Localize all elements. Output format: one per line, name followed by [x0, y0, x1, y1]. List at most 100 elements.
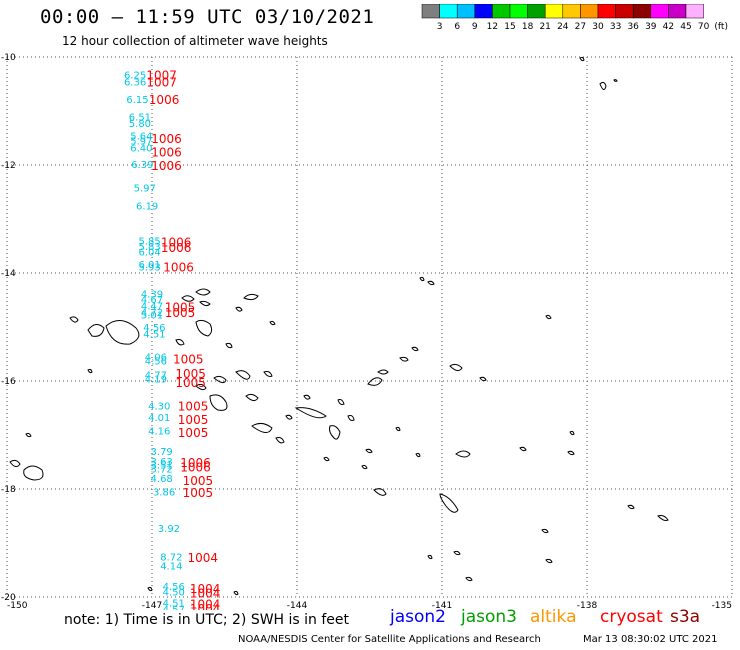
island-outline: [367, 377, 383, 386]
island-outline: [225, 342, 233, 349]
island-outline: [347, 415, 355, 421]
longitude-tick-label: -144: [287, 601, 308, 610]
pressure-observation-label: 1005: [173, 352, 204, 366]
island-outline: [449, 363, 463, 372]
island-outline: [87, 368, 93, 374]
color-scale-label: 33: [609, 22, 622, 32]
pressure-observation-label: 1004: [190, 582, 221, 596]
island-outline: [455, 450, 471, 458]
island-outline: [453, 550, 461, 556]
island-outline: [303, 394, 311, 400]
island-outline: [105, 320, 140, 345]
island-outline: [427, 280, 435, 286]
longitude-tick-label: -138: [577, 601, 598, 610]
swh-observation-label: 4.68: [151, 474, 173, 485]
swh-observation-label: 6.36: [124, 77, 146, 88]
island-outline: [613, 79, 618, 82]
pressure-observation-label: 1005: [165, 300, 196, 314]
island-outline: [175, 339, 185, 346]
pressure-observation-label: 1006: [180, 456, 211, 470]
pressure-observation-label: 1005: [165, 306, 196, 320]
swh-observation-label: 6.04: [138, 247, 160, 258]
island-outline: [285, 414, 293, 420]
latitude-tick-label: -12: [1, 161, 16, 171]
swh-observation-label: 6.15: [126, 95, 148, 106]
swh-observation-label: 4.14: [160, 562, 182, 573]
swh-observation-label: 4.56: [145, 356, 167, 367]
island-outline: [411, 346, 419, 352]
swh-observation-label: 6.25: [124, 70, 146, 81]
island-outline: [395, 426, 401, 432]
island-outline: [87, 324, 105, 337]
island-outline: [235, 370, 251, 380]
swh-observation-label: 5.01: [141, 311, 163, 322]
color-scale-label: 12: [486, 22, 499, 32]
swh-observation-label: 5.83: [138, 242, 160, 253]
island-outline: [439, 493, 459, 513]
swh-observation-label: 5.85: [138, 237, 160, 248]
swh-observation-label: 4.51: [143, 329, 165, 340]
pressure-observation-label: 1006: [161, 236, 192, 250]
satellite-legend-altika: altika: [530, 607, 577, 627]
color-scale-label: 21: [539, 22, 551, 32]
island-outline: [195, 288, 211, 296]
island-outline: [251, 422, 273, 433]
pressure-observation-label: 1005: [178, 426, 209, 440]
island-outline: [233, 590, 239, 596]
color-scale-label: 27: [574, 22, 587, 32]
pressure-observation-label: 1004: [190, 602, 221, 610]
island-outline: [541, 528, 549, 534]
satellite-legend-s3a: s3a: [670, 607, 701, 627]
island-outline: [147, 586, 153, 592]
swh-observation-label: 4.06: [145, 353, 167, 364]
island-outline: [599, 81, 607, 90]
island-outline: [337, 399, 345, 405]
pressure-observation-label: 1006: [151, 159, 182, 173]
island-outline: [377, 369, 389, 375]
swh-observation-label: 4.51: [163, 598, 185, 609]
island-outline: [235, 306, 243, 312]
swh-observation-label: 8.72: [160, 553, 182, 564]
color-scale-bar: [421, 4, 704, 19]
swh-observation-label: 4.77: [145, 371, 167, 382]
island-outline: [181, 295, 195, 302]
island-outline: [209, 394, 228, 411]
color-scale-label: 39: [645, 22, 657, 32]
island-outline: [23, 465, 44, 481]
swh-observation-label: 3.51: [151, 461, 173, 472]
pressure-observation-label: 1004: [190, 587, 221, 601]
island-outline: [25, 432, 32, 438]
swh-observation-label: 4.30: [148, 401, 170, 412]
island-outline: [427, 554, 433, 560]
island-outline: [419, 276, 425, 282]
swh-observation-label: 5.64: [130, 131, 152, 142]
swh-observation-label: 5.97: [134, 184, 156, 195]
island-outline: [567, 450, 575, 456]
pressure-observation-label: 1006: [151, 132, 182, 146]
swh-observation-label: 4.57: [163, 605, 185, 610]
island-outline: [465, 576, 473, 582]
pressure-labels: 1007100710061006100610061006100610061005…: [146, 68, 220, 610]
color-scale-label: 3: [436, 22, 443, 32]
pressure-observation-label: 1006: [180, 460, 211, 474]
island-outline: [323, 456, 330, 462]
island-outline: [627, 504, 635, 510]
island-outline: [294, 407, 327, 419]
axis-tick-labels: -150 -147 -144 -141 -138 -135 -10 -12 -14 -16 -18 -…: [1, 53, 732, 610]
color-scale-label: 9: [471, 22, 478, 32]
pressure-observation-label: 1005: [175, 367, 206, 381]
swh-observation-label: 3.72: [151, 464, 173, 475]
swh-observation-label: 3.63: [151, 457, 173, 468]
island-outline: [479, 376, 487, 382]
island-outline: [263, 371, 273, 377]
swh-observation-label: 4.19: [145, 374, 167, 385]
swh-observation-label: 4.56: [143, 323, 165, 334]
color-scale-label: 36: [627, 22, 639, 32]
swh-observation-label: 4.72: [141, 308, 163, 319]
island-outline: [657, 515, 669, 521]
satellite-legend-cryosat: cryosat: [600, 607, 663, 627]
longitude-tick-label: -150: [7, 601, 28, 610]
pressure-observation-label: 1006: [149, 93, 180, 107]
color-scale-label: 6: [454, 22, 461, 32]
